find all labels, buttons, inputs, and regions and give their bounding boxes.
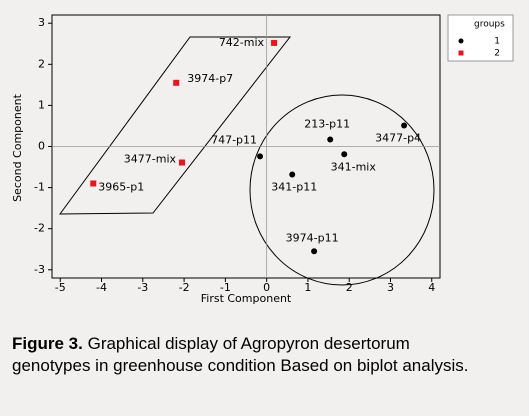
y-tick-label: 2: [38, 57, 45, 70]
y-tick-label: -2: [34, 222, 45, 235]
x-tick-label: 2: [346, 281, 353, 294]
legend-marker: [458, 50, 464, 56]
point-label: 747-p11: [211, 133, 257, 146]
point: [401, 122, 408, 129]
point-label: 3477-p4: [375, 132, 421, 145]
group-2-outline: [59, 36, 292, 215]
y-tick-label: 1: [38, 98, 45, 111]
caption-label: Figure 3.: [12, 334, 83, 353]
group-1-outline: [249, 94, 435, 286]
legend-marker: [458, 38, 464, 44]
y-tick-label: 3: [38, 16, 45, 29]
figure-caption: Figure 3. Graphical display of Agropyron…: [12, 333, 482, 377]
x-axis-label: First Component: [201, 292, 292, 305]
chart: groups First Component Second Component …: [11, 14, 514, 305]
point-label: 341-mix: [331, 160, 377, 173]
x-tick-label: 1: [304, 281, 311, 294]
point-label: 3974-p7: [187, 72, 233, 85]
point: [311, 248, 318, 255]
point: [173, 79, 180, 86]
point-label: 3477-mix: [124, 153, 177, 166]
point-label: 742-mix: [219, 36, 265, 49]
point-label: 341-p11: [271, 180, 317, 193]
y-tick-label: 0: [38, 140, 45, 153]
legend-label: 1: [494, 37, 500, 47]
point-label: 3965-p1: [98, 180, 144, 193]
x-tick-label: 3: [387, 281, 394, 294]
point: [271, 39, 278, 46]
x-tick-label: 4: [428, 281, 435, 294]
x-tick-label: -3: [137, 281, 148, 294]
point: [90, 180, 97, 187]
point: [341, 151, 348, 158]
x-tick-label: -1: [220, 281, 231, 294]
point: [289, 171, 296, 178]
x-tick-label: -5: [55, 281, 66, 294]
y-tick-label: -3: [34, 263, 45, 276]
x-tick-label: 0: [263, 281, 270, 294]
legend-title: groups: [474, 20, 505, 30]
caption-text: Graphical display of Agropyron desertoru…: [12, 334, 469, 375]
point-label: 3974-p11: [286, 231, 339, 244]
point-label: 213-p11: [304, 118, 350, 131]
point: [257, 153, 264, 160]
point: [179, 159, 186, 166]
x-tick-label: -4: [96, 281, 107, 294]
legend-label: 2: [494, 49, 500, 59]
point: [327, 136, 334, 143]
y-axis-label: Second Component: [11, 93, 24, 202]
x-tick-label: -2: [179, 281, 190, 294]
y-tick-label: -1: [34, 181, 45, 194]
